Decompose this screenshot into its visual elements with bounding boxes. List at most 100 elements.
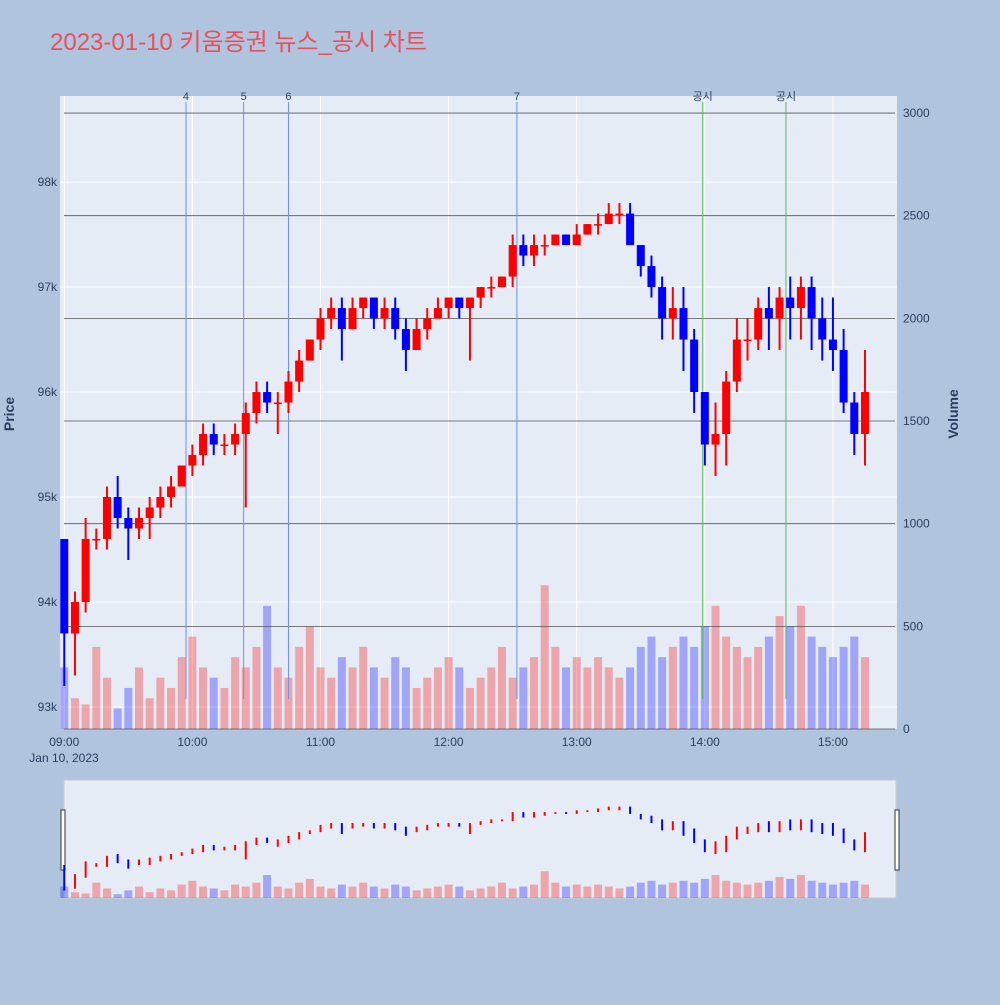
slider-volume [167, 890, 176, 898]
volume-bar [423, 677, 432, 729]
candle-body [391, 308, 400, 330]
volume-bar [754, 646, 763, 729]
volume-bar [209, 677, 218, 729]
candle-body [679, 308, 688, 340]
volume-bar [465, 687, 474, 729]
x-sublabel: Jan 10, 2023 [29, 751, 99, 765]
volume-bar [604, 667, 613, 729]
candle-body [764, 308, 773, 319]
volume-bar [764, 636, 773, 729]
volume-bar [818, 646, 827, 729]
volume-bar [615, 677, 624, 729]
candle-body [209, 434, 218, 445]
volume-bar [850, 636, 859, 729]
volume-bar [252, 646, 261, 729]
y-tick-label: 97k [38, 280, 58, 294]
slider-handle[interactable] [894, 809, 900, 871]
slider-volume [562, 886, 571, 898]
candle-body [263, 392, 272, 403]
range-slider[interactable] [63, 779, 897, 899]
slider-volume [679, 880, 688, 898]
slider-volume [455, 886, 464, 898]
slider-volume [604, 886, 613, 898]
slider-volume [764, 880, 773, 898]
candle-body [508, 245, 517, 277]
volume-bar [188, 636, 197, 729]
slider-volume [188, 880, 197, 898]
candle-body [668, 308, 677, 319]
marker-label: 6 [285, 91, 291, 103]
candle-body [583, 224, 592, 235]
slider-volume [359, 882, 368, 898]
candle-body [700, 392, 709, 445]
volume-bar [145, 698, 154, 729]
candle-body [786, 297, 795, 309]
candle-body [658, 287, 667, 319]
marker-label: 공시 [693, 91, 713, 103]
volume-bar [348, 667, 357, 729]
slider-volume [786, 878, 795, 898]
slider-volume [850, 880, 859, 898]
volume-bar [796, 605, 805, 729]
candle-body [828, 339, 837, 351]
volume-bar [860, 657, 869, 729]
y2-tick-label: 2000 [903, 311, 930, 325]
volume-bar [273, 667, 282, 729]
slider-volume [433, 886, 442, 898]
candle-body [636, 245, 645, 267]
slider-volume [860, 884, 869, 898]
slider-volume [732, 882, 741, 898]
candle-body [647, 266, 656, 288]
candle-body [252, 392, 261, 414]
candle-body [316, 318, 325, 340]
volume-bar [497, 646, 506, 729]
slider-volume [113, 894, 122, 898]
candle-body [423, 318, 432, 330]
marker-label: 7 [514, 91, 520, 103]
slider-volume [423, 888, 432, 898]
volume-bar [70, 698, 79, 729]
slider-volume [92, 882, 101, 898]
candle-body [60, 538, 69, 634]
slider-volume [337, 884, 346, 898]
slider-volume [530, 884, 539, 898]
slider-volume [284, 888, 293, 898]
y2-axis-title: Volume [945, 389, 961, 439]
candle-body [444, 297, 453, 309]
candle-body [433, 308, 442, 319]
candle-body [124, 518, 133, 529]
volume-bar [722, 636, 731, 729]
volume-bar [743, 657, 752, 729]
y2-tick-label: 3000 [903, 106, 930, 120]
volume-bar [455, 667, 464, 729]
volume-bar [690, 646, 699, 729]
candle-body [359, 297, 368, 309]
slider-volume [156, 888, 165, 898]
y2-tick-label: 1000 [903, 517, 930, 531]
volume-bar [594, 657, 603, 729]
volume-bar [551, 646, 560, 729]
candle-body [92, 538, 101, 541]
candle-body [540, 245, 549, 247]
candle-body [519, 245, 528, 256]
volume-bar [327, 677, 336, 729]
slider-volume [401, 886, 410, 898]
volume-bar [199, 667, 208, 729]
slider-volume [775, 876, 784, 898]
marker-label: 4 [183, 91, 189, 103]
candle-body [572, 234, 581, 246]
candle-body [476, 287, 485, 298]
volume-bar [679, 636, 688, 729]
candle-body [241, 413, 250, 435]
slider-volume [348, 886, 357, 898]
volume-bar [295, 646, 304, 729]
volume-bar [337, 657, 346, 729]
candle-body [722, 381, 731, 435]
slider-volume [722, 880, 731, 898]
candle-body [818, 318, 827, 340]
slider-handle[interactable] [60, 809, 66, 871]
volume-bar [412, 687, 421, 729]
candle-body [284, 381, 293, 403]
slider-volume [796, 875, 805, 898]
candle-body [295, 360, 304, 382]
